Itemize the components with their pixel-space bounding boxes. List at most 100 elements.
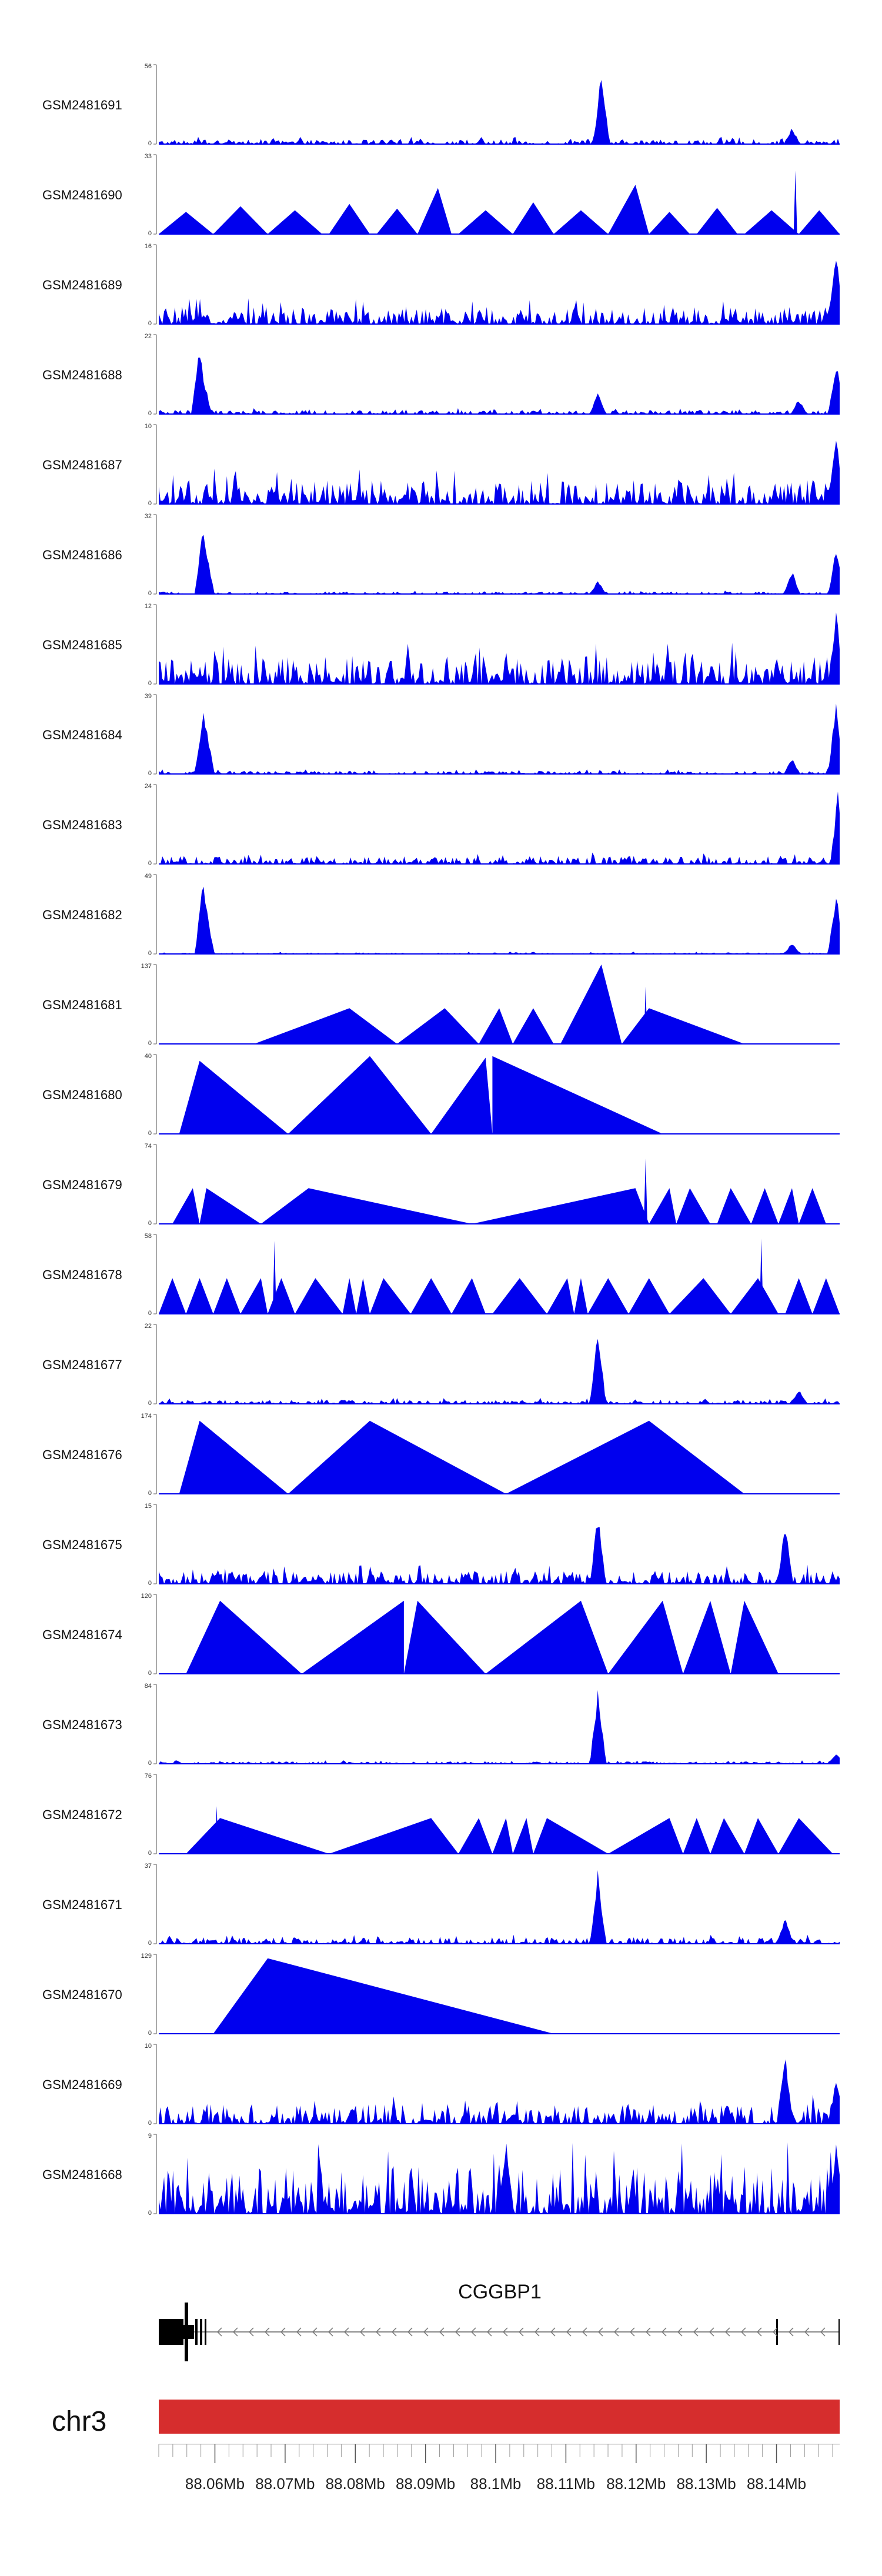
signal-area [159,1339,840,1404]
signal-tracks: GSM2481691 56 0 GSM2481690 33 0 GSM2481689 16 0 G… [0,63,882,2217]
ideogram-band [159,2400,840,2434]
strand-arrow [597,2327,603,2337]
track-label: GSM2481681 [42,997,122,1012]
track-GSM2481673: GSM2481673 84 0 [0,1683,882,1776]
track-GSM2481674: GSM2481674 120 0 [0,1593,882,1686]
signal-triangle [186,1600,302,1674]
y-min-label: 0 [148,590,152,597]
signal-area [159,1870,840,1944]
y-min-label: 0 [148,680,152,687]
signal-triangle [472,1188,649,1224]
strand-arrow [439,2327,445,2337]
gene-name: CGGBP1 [458,2281,542,2303]
track-GSM2481684: GSM2481684 39 0 [0,693,882,786]
strand-arrow [661,2327,667,2337]
y-min-label: 0 [148,1310,152,1317]
signal-triangle [295,1278,343,1314]
signal-triangle [329,203,370,234]
track-plot: 24 0 [145,783,840,867]
track-label: GSM2481674 [42,1627,122,1642]
y-min-label: 0 [148,1490,152,1497]
signal-area [159,1527,840,1584]
y-max-label: 33 [145,153,152,160]
signal-triangle [254,1008,397,1044]
strand-arrow [407,2327,413,2337]
strand-arrow [550,2327,556,2337]
signal-area [159,1690,840,1764]
signal-triangle [458,210,513,234]
signal-triangle [268,210,322,234]
track-label: GSM2481690 [42,187,122,202]
x-tick-label: 88.1Mb [470,2475,522,2492]
signal-area [159,791,840,864]
y-max-label: 74 [145,1143,152,1150]
y-max-label: 120 [141,1593,152,1600]
strand-arrow [502,2327,508,2337]
y-min-label: 0 [148,410,152,417]
signal-triangle [649,1188,677,1224]
track-GSM2481682: GSM2481682 49 0 [0,873,882,966]
track-GSM2481681: GSM2481681 137 0 [0,963,882,1056]
y-max-label: 56 [145,63,152,70]
y-min-label: 0 [148,1220,152,1227]
signal-area [159,358,840,414]
signal-triangle [260,1188,472,1224]
track-GSM2481685: GSM2481685 12 0 [0,603,882,696]
track-plot: 16 0 [145,243,840,327]
track-label: GSM2481682 [42,907,122,922]
signal-triangle [608,1600,683,1674]
signal-triangle [288,1420,506,1494]
track-GSM2481686: GSM2481686 32 0 [0,513,882,606]
track-plot: 129 0 [141,1953,840,2037]
track-plot: 58 0 [145,1233,840,1317]
y-max-label: 24 [145,783,152,790]
signal-spike [759,1238,763,1314]
y-min-label: 0 [148,1400,152,1407]
y-min-label: 0 [148,1670,152,1677]
y-min-label: 0 [148,230,152,237]
strand-arrow [613,2327,619,2337]
y-min-label: 0 [148,2030,152,2037]
signal-triangle [451,1278,486,1314]
x-tick-label: 88.07Mb [255,2475,315,2492]
track-GSM2481677: GSM2481677 22 0 [0,1323,882,1416]
track-plot: 22 0 [145,333,840,417]
signal-triangle [574,1278,588,1314]
track-plot: 15 0 [145,1503,840,1587]
signal-triangle [513,202,554,234]
y-max-label: 40 [145,1053,152,1060]
track-GSM2481683: GSM2481683 24 0 [0,783,882,876]
strand-arrow [455,2327,460,2337]
signal-triangle [669,1278,731,1314]
strand-arrow [343,2327,349,2337]
x-tick-label: 88.12Mb [606,2475,666,2492]
signal-triangle [342,1278,356,1314]
y-min-label: 0 [148,1040,152,1047]
track-plot: 49 0 [145,873,840,957]
track-plot: 33 0 [145,153,840,237]
y-min-label: 0 [148,140,152,147]
signal-triangle [560,965,622,1044]
track-label: GSM2481677 [42,1357,122,1372]
signal-area [159,2059,840,2124]
track-plot: 76 0 [145,1773,840,1857]
y-max-label: 22 [145,333,152,340]
signal-area [159,80,840,144]
track-GSM2481672: GSM2481672 76 0 [0,1773,882,1866]
chromosome-label: chr3 [52,2406,107,2437]
track-GSM2481687: GSM2481687 10 0 [0,423,882,516]
x-tick-label: 88.08Mb [326,2475,385,2492]
signal-triangle [608,1818,683,1854]
signal-triangle [199,1188,261,1224]
signal-triangle [356,1278,370,1314]
signal-area [159,261,840,324]
y-min-label: 0 [148,2120,152,2127]
track-plot: 22 0 [145,1323,840,1407]
track-GSM2481676: GSM2481676 174 0 [0,1413,882,1506]
signal-triangle [649,212,690,234]
x-tick-label: 88.11Mb [537,2475,595,2492]
track-label: GSM2481683 [42,817,122,832]
y-min-label: 0 [148,1580,152,1587]
signal-triangle [730,1278,779,1314]
signal-triangle [479,1008,513,1044]
